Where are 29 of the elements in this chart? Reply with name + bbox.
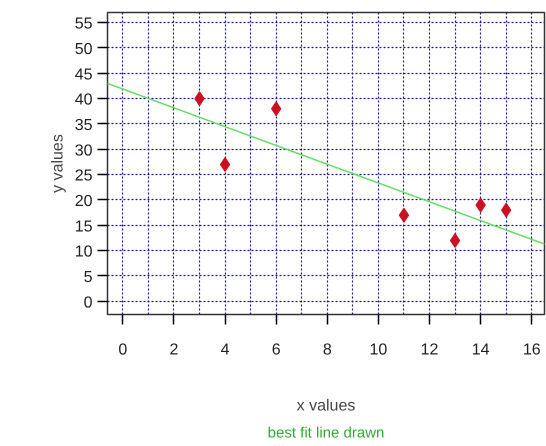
y-tick-label: 40 (74, 92, 93, 109)
x-tick-label: 16 (522, 342, 541, 358)
y-tick-label: 35 (74, 116, 93, 134)
y-tick-label: 25 (74, 168, 93, 185)
point (194, 91, 205, 106)
y-axis-title: y values (50, 134, 67, 193)
x-tick-label: 4 (220, 342, 230, 358)
y-tick-label: 10 (74, 244, 93, 261)
y-tick-label: 45 (74, 66, 93, 84)
y-tick-label: 20 (74, 192, 93, 210)
point (475, 198, 486, 213)
point (398, 208, 410, 223)
x-tick-label: 14 (472, 342, 490, 358)
x-tick-label: 10 (369, 342, 388, 358)
x-tick-label: 2 (169, 342, 178, 358)
x-tick-label: 12 (420, 342, 438, 358)
y-tick-label: 15 (74, 218, 93, 236)
x-tick-label: 6 (272, 342, 281, 358)
y-tick-label: 50 (74, 40, 93, 58)
text: best fit line drawn (268, 424, 384, 442)
y-tick-label: 55 (74, 16, 93, 33)
x-tick-label: 0 (118, 342, 128, 358)
x-tick-label: 8 (322, 342, 332, 358)
point (220, 157, 230, 172)
y-tick-label: 5 (84, 268, 93, 286)
x-axis-title: x values (296, 398, 356, 414)
y-tick-label: 0 (84, 294, 93, 312)
point (450, 233, 460, 248)
y-tick-label: 30 (74, 142, 93, 160)
